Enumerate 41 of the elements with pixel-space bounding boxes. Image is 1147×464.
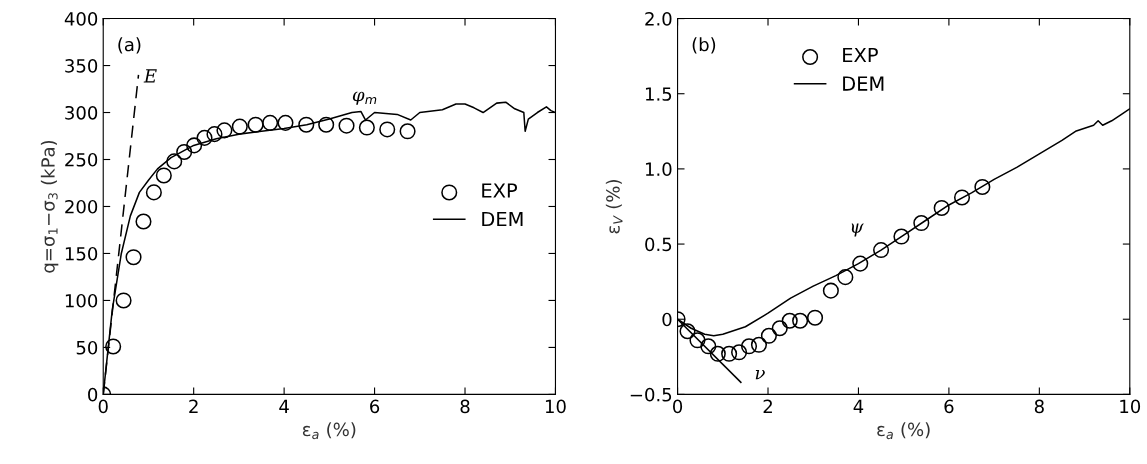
annotation: ν xyxy=(755,369,765,380)
x-tick-label: 2 xyxy=(763,399,772,413)
y-tick-label: 300 xyxy=(65,105,98,120)
x-tick-label: 8 xyxy=(460,399,470,414)
x-tick-label: 6 xyxy=(370,399,380,414)
y-tick-label: 350 xyxy=(65,59,98,73)
y-tick-label: 1.5 xyxy=(645,87,672,101)
y-tick-label: 250 xyxy=(65,152,98,167)
y-tick-label: 0 xyxy=(88,387,98,402)
x-tick-label: 4 xyxy=(853,399,864,413)
legend-label: DEM xyxy=(482,211,523,227)
annotation: E xyxy=(143,69,157,83)
y-axis-title: q=σ$_{1}$−σ$_{3}$ (kPa) xyxy=(40,140,59,273)
y-tick-label: 100 xyxy=(65,293,98,308)
x-tick-label: 10 xyxy=(545,399,566,414)
y-tick-label: 400 xyxy=(64,12,98,26)
x-axis-title: ε$_{a}$ (%) xyxy=(302,422,356,440)
y-tick-label: 2.0 xyxy=(645,12,672,26)
y-tick-label: 0.5 xyxy=(645,237,672,252)
y-tick-label: 0 xyxy=(662,312,672,327)
y-tick-label: −0.5 xyxy=(630,387,672,402)
y-axis-title: ε$_{V}$ (%) xyxy=(605,180,623,234)
legend-label: EXP xyxy=(482,183,518,198)
x-tick-label: 8 xyxy=(1034,399,1044,414)
annotation: ψ xyxy=(851,223,864,237)
x-tick-label: 4 xyxy=(279,399,289,413)
x-tick-label: 10 xyxy=(1120,399,1141,414)
y-tick-label: 1.0 xyxy=(645,162,672,177)
legend-label: DEM xyxy=(843,76,884,91)
x-axis-title: ε$_{a}$ (%) xyxy=(877,422,930,440)
x-tick-label: 2 xyxy=(189,399,198,413)
annotation: (a) xyxy=(118,37,141,54)
y-tick-label: 50 xyxy=(76,340,98,355)
x-tick-label: 0 xyxy=(98,399,108,414)
x-tick-label: 0 xyxy=(673,399,683,414)
legend-label: EXP xyxy=(843,47,878,63)
y-tick-label: 200 xyxy=(65,199,98,214)
annotation: φ$_{m}$ xyxy=(352,91,377,105)
y-tick-label: 150 xyxy=(65,246,98,261)
x-tick-label: 6 xyxy=(944,399,954,414)
annotation: (b) xyxy=(692,37,716,54)
